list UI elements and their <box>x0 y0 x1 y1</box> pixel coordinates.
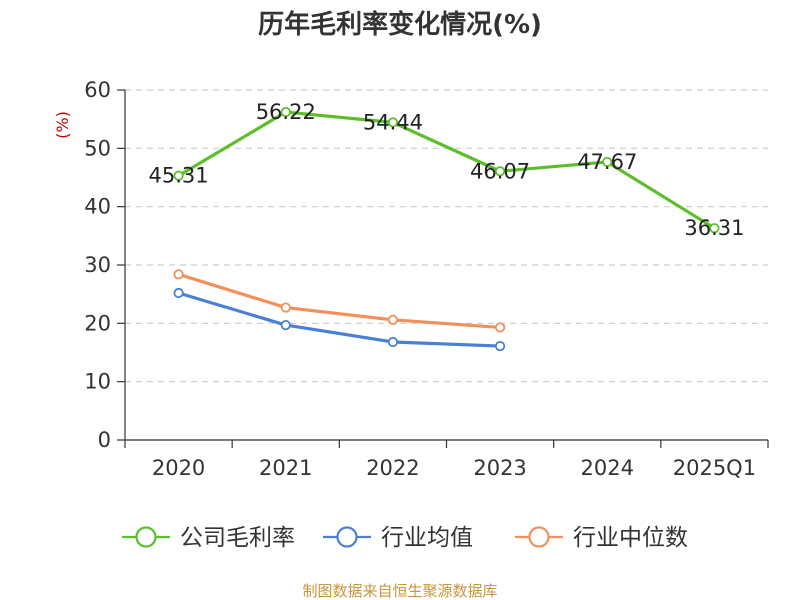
chart-title: 历年毛利率变化情况(%) <box>258 9 542 40</box>
series-line-0 <box>177 110 716 230</box>
data-label: 47.67 <box>577 150 637 174</box>
x-tick-label: 2025Q1 <box>673 456 756 480</box>
y-tick-label: 40 <box>84 195 111 219</box>
data-label: 56.22 <box>256 100 316 124</box>
y-tick-label: 30 <box>84 253 111 277</box>
data-point <box>173 287 184 299</box>
x-tick-label: 2023 <box>473 456 526 480</box>
data-point <box>494 322 506 333</box>
x-tick-label: 2022 <box>366 456 419 480</box>
data-point <box>709 223 720 234</box>
legend-label: 行业中位数 <box>573 525 688 551</box>
x-tick-label: 2024 <box>581 456 634 480</box>
axes: 0 10 20 30 40 50 60 2020 2021 2022 2023 2024 2025Q1 <box>84 78 769 480</box>
data-point <box>602 156 613 168</box>
data-point <box>280 302 291 313</box>
legend-marker <box>135 526 157 548</box>
data-labels: 45.31 56.22 54.44 46.07 47.67 36.31 <box>149 100 745 240</box>
y-tick-label: 20 <box>84 311 111 335</box>
legend-marker <box>528 526 550 548</box>
y-tick-label: 0 <box>98 428 111 452</box>
y-tick-label: 50 <box>84 136 111 160</box>
series-line-1 <box>178 291 501 348</box>
series-group <box>173 106 720 352</box>
legend-marker <box>336 526 358 548</box>
y-axis-unit: (%) <box>53 111 72 139</box>
data-point <box>494 166 506 177</box>
data-point <box>173 269 184 280</box>
data-point <box>494 340 506 352</box>
data-point <box>280 319 291 331</box>
x-tick-label: 2021 <box>259 456 312 480</box>
y-tick-label: 60 <box>84 78 111 102</box>
data-label: 36.31 <box>684 216 744 240</box>
legend-label: 公司毛利率 <box>180 525 295 551</box>
legend-label: 行业均值 <box>381 525 473 551</box>
data-point <box>387 117 399 128</box>
data-point <box>387 314 399 325</box>
data-point <box>173 170 184 181</box>
source-footer: 制图数据来自恒生聚源数据库 <box>302 582 497 600</box>
data-label: 45.31 <box>149 164 209 188</box>
data-label: 54.44 <box>363 110 423 134</box>
legend: 公司毛利率 行业均值 行业中位数 <box>122 525 688 551</box>
data-point <box>387 336 399 348</box>
x-tick-label: 2020 <box>152 456 205 480</box>
gridlines <box>125 89 768 383</box>
series-line-2 <box>178 272 501 330</box>
data-point <box>280 106 291 118</box>
y-tick-label: 10 <box>84 370 111 394</box>
data-label: 46.07 <box>470 159 530 183</box>
